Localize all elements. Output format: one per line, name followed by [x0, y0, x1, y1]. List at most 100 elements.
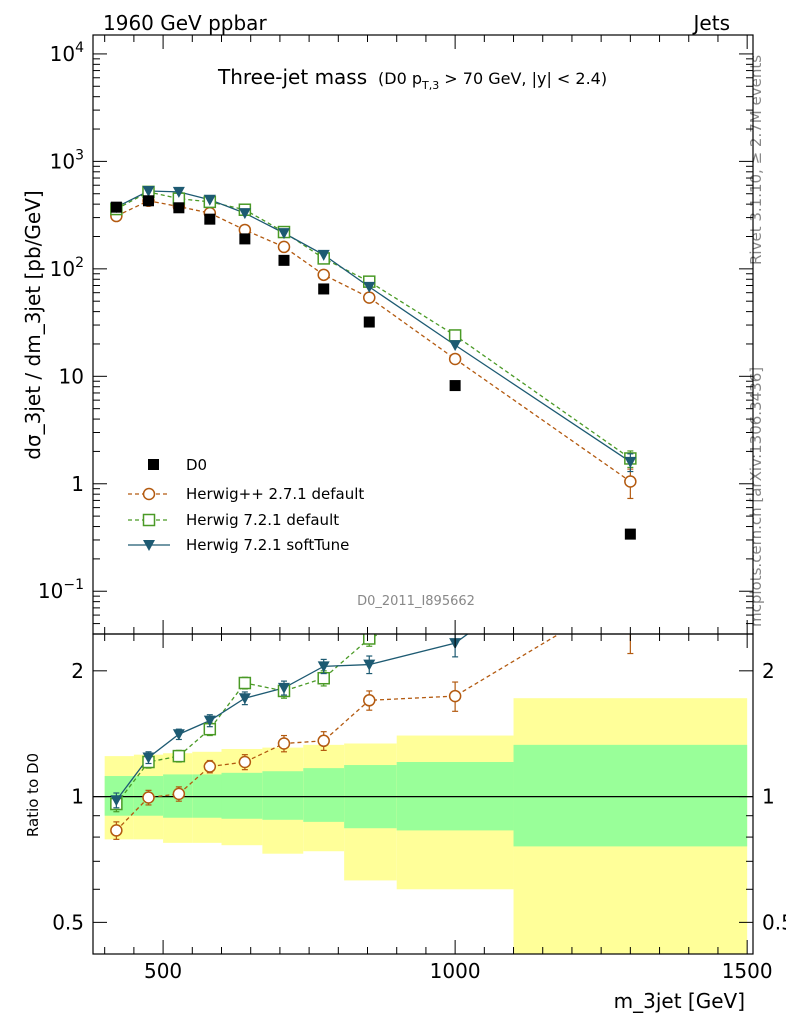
subtitle-part-2: > 70 GeV, |y| < 2.4)	[439, 69, 607, 88]
y-tick-label: 104	[50, 40, 84, 66]
ratio-curves	[115, 634, 561, 831]
y-tick-label: 102	[50, 255, 84, 281]
marker-d0	[363, 316, 375, 328]
marker-herwig-7-2-1-softtune	[203, 194, 216, 206]
ratio-marker-herwig-7-2-1-softtune	[203, 715, 216, 727]
ratio-y-tick-label: 2	[71, 659, 84, 683]
y-tick-label: 1	[71, 472, 84, 496]
ratio-y-axis-label: Ratio to D0	[24, 753, 42, 837]
marker-d0	[278, 254, 290, 266]
ratio-marker-herwig-7-2-1-softtune	[317, 661, 330, 673]
legend-label-herwigpp: Herwig++ 2.7.1 default	[186, 485, 364, 503]
data-markers	[110, 185, 637, 540]
ratio-marker-herwig-7-2-1-softtune	[172, 729, 185, 741]
y-tick-label: 10	[59, 364, 84, 388]
stat-uncertainty-band	[262, 771, 304, 820]
legend-marker-herwig7-default	[142, 513, 156, 527]
ratio-marker-herwig-7-2-1-default	[238, 676, 252, 690]
ratio-panel-frame	[92, 633, 754, 955]
chart-title: Three-jet mass	[217, 65, 367, 89]
marker-herwig-2-7-1-default	[277, 240, 291, 254]
ratio-marker-herwig-7-2-1-softtune	[110, 795, 123, 807]
ratio-marker-herwig-7-2-1-softtune	[363, 659, 376, 671]
x-tick-label: 500	[144, 959, 182, 983]
marker-herwig-7-2-1-softtune	[449, 340, 462, 352]
legend-label-herwig7-softtune: Herwig 7.2.1 softTune	[186, 536, 349, 554]
marker-d0	[142, 195, 154, 207]
mc-curves	[116, 190, 631, 483]
marker-herwig-2-7-1-default	[317, 268, 330, 282]
legend-marker-d0	[148, 459, 159, 470]
legend-label-herwig7-default: Herwig 7.2.1 default	[186, 511, 339, 529]
ratio-y-tick-label-right: 1	[762, 785, 775, 809]
ratio-marker-herwig-2-7-1-default	[448, 689, 462, 703]
subtitle-part-1: (D0 p	[378, 69, 422, 88]
marker-herwig-7-2-1-softtune	[142, 186, 155, 198]
ratio-marker-herwig-2-7-1-default	[277, 737, 291, 750]
marker-d0	[318, 283, 330, 295]
ratio-marker-herwig-7-2-1-default	[625, 499, 636, 510]
ratio-y-tick-label: 1	[71, 785, 84, 809]
y-tick-label: 10−1	[38, 577, 84, 603]
main-y-axis-label: dσ_3jet / dm_3jet [pb/GeV]	[21, 190, 45, 459]
ratio-marker-herwig-2-7-1-default	[172, 787, 186, 801]
process-label: Jets	[692, 11, 730, 35]
ratio-marker-herwig-7-2-1-softtune	[142, 752, 155, 764]
marker-d0	[624, 528, 636, 540]
ratio-marker-herwig-7-2-1-default	[317, 671, 330, 685]
marker-herwig-2-7-1-default	[624, 475, 637, 488]
ratio-y-tick-label-right: 2	[762, 659, 775, 683]
ratio-panel: 0.5 0.5 1 1 2 2 500 1000 1500 Ratio to D0 m_3je…	[24, 499, 786, 1013]
ratio-marker-herwig-7-2-1-softtune	[624, 511, 636, 522]
rivet-version-label: Rivet 3.1.10, ≥ 2.7M events	[747, 55, 765, 265]
ratio-axis-ticks	[93, 620, 753, 954]
marker-herwig-7-2-1-default	[448, 329, 462, 342]
analysis-id-label: D0_2011_I895662	[357, 594, 475, 609]
ratio-y-tick-label: 0.5	[52, 910, 84, 934]
ratio-marker-herwig-7-2-1-default	[363, 634, 376, 645]
ratio-marker-herwig-2-7-1-default	[238, 755, 252, 769]
marker-herwig-7-2-1-softtune	[172, 186, 185, 198]
ratio-curve-herwig-7-2-1-softtune	[115, 634, 469, 801]
marker-d0	[449, 380, 461, 392]
marker-d0	[110, 201, 122, 213]
marker-d0	[239, 233, 251, 245]
curve-herwig-7-2-1-softtune	[116, 190, 631, 463]
stat-uncertainty-band	[221, 772, 263, 819]
marker-herwig-7-2-1-softtune	[317, 249, 330, 261]
ratio-marker-herwig-2-7-1-default	[203, 760, 217, 773]
marker-herwig-7-2-1-softtune	[363, 281, 376, 293]
marker-herwig-2-7-1-default	[363, 291, 376, 304]
marker-herwig-2-7-1-default	[448, 352, 462, 366]
ratio-marker-herwig-2-7-1-default	[317, 734, 330, 748]
ratio-marker-herwig-2-7-1-default	[142, 791, 155, 804]
y-tick-label: 103	[50, 147, 84, 173]
x-axis-label: m_3jet [GeV]	[614, 989, 745, 1013]
ratio-marker-herwig-2-7-1-default	[625, 586, 636, 597]
legend-label-d0: D0	[186, 456, 207, 474]
marker-d0	[173, 202, 185, 214]
x-tick-label: 1000	[430, 959, 481, 983]
marker-d0	[204, 213, 216, 225]
legend-marker-herwig7-softtune	[143, 540, 155, 551]
stat-uncertainty-band	[303, 768, 345, 822]
mcplots-source-label: mcplots.cern.ch [arXiv:1306.3436]	[747, 367, 765, 627]
x-tick-label: 1500	[722, 959, 773, 983]
legend-marker-herwigpp	[142, 487, 156, 501]
stat-uncertainty-band	[513, 744, 748, 847]
energy-label: 1960 GeV ppbar	[103, 11, 267, 35]
marker-herwig-7-2-1-softtune	[277, 228, 290, 240]
ratio-y-tick-labels: 0.5 0.5 1 1 2 2	[52, 659, 786, 935]
ratio-marker-herwig-7-2-1-softtune	[277, 682, 290, 694]
chart-subtitle: (D0 pT,3 > 70 GeV, |y| < 2.4)	[378, 69, 607, 92]
marker-herwig-7-2-1-softtune	[624, 456, 637, 468]
x-tick-labels: 500 1000 1500	[144, 959, 773, 983]
curve-herwig-7-2-1-default	[116, 191, 631, 459]
curve-herwig-2-7-1-default	[116, 200, 631, 483]
ratio-marker-herwig-7-2-1-softtune	[238, 693, 251, 705]
ratio-marker-herwig-2-7-1-default	[110, 824, 123, 837]
legend: D0 Herwig++ 2.7.1 default Herwig 7.2.1 d…	[128, 456, 364, 554]
